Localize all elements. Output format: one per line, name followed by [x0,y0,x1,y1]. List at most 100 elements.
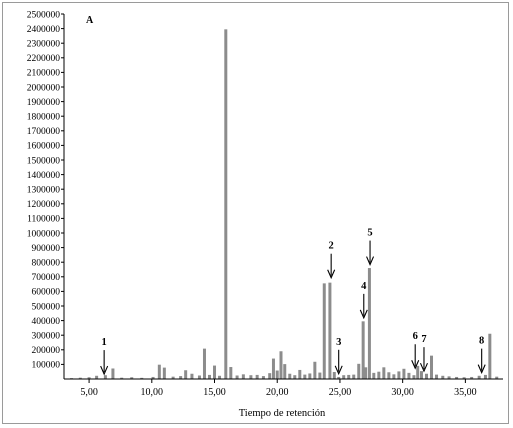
y-tick-label: 2100000 [27,69,61,79]
peak-bar [435,374,439,379]
peak-bar [402,368,406,379]
peak-bar [78,377,82,379]
annotation-arrow-head [477,364,486,374]
x-tick-label: 30,00 [391,387,414,398]
peak-bar [424,373,428,379]
y-tick-label: 1400000 [27,171,61,181]
peak-bar [213,365,217,379]
y-tick-label: 500000 [32,302,61,312]
peak-annotation: 5 [366,228,375,266]
peak-bar [87,377,91,379]
peak-bar [412,375,416,379]
annotation-label: 2 [329,241,334,252]
peak-bar [103,375,107,379]
y-tick-label: 1800000 [27,113,61,123]
y-tick-label: 1200000 [27,200,61,210]
peak-bar [171,376,175,379]
peak-bar [328,282,332,379]
peak-bar [342,375,346,379]
peak-bar [235,375,239,379]
peak-bar [372,372,376,379]
y-tick-label: 1600000 [27,142,61,152]
annotation-arrow-head [411,360,420,370]
peak-bar [111,368,115,379]
y-tick-label: 2400000 [27,25,61,35]
peak-bar [224,29,228,380]
peak-bar [462,377,466,379]
peak-bar [279,351,283,379]
peak-bar [261,376,265,379]
peak-bar [416,365,420,379]
x-tick-label: 10,00 [141,387,164,398]
y-tick-label: 200000 [32,346,61,356]
peak-bar [382,367,386,379]
peak-bar [157,364,161,379]
y-tick-label: 2200000 [27,54,61,64]
y-tick-label: 2300000 [27,40,61,50]
y-axis-ticks: 100000 200000 300000 400000 500000 600000 7000… [27,10,64,371]
peak-annotation: 2 [327,241,336,280]
peak-bar [392,374,396,379]
x-tick-label: 15,00 [203,387,226,398]
peak-bar [255,374,259,379]
y-tick-label: 1700000 [27,127,61,137]
y-tick-label: 400000 [32,317,61,327]
peak-annotation: 4 [359,281,368,320]
annotation-label: 4 [361,281,367,292]
y-tick-label: 1300000 [27,186,61,196]
peak-bar [308,373,312,379]
peak-bar [367,268,371,379]
y-tick-label: 1100000 [27,215,60,225]
peak-bar [95,375,99,379]
peak-bar [357,363,361,379]
peak-bar [488,333,492,379]
peak-bar [347,374,351,379]
peak-bar [184,370,188,379]
peak-bar [313,361,317,379]
chart-frame: 100000 200000 300000 400000 500000 600000 7000… [2,2,509,424]
peak-bar [495,376,499,379]
y-tick-label: 1900000 [27,98,61,108]
peak-bar [202,348,206,379]
peak-bar [179,376,183,379]
annotation-label: 5 [367,228,372,239]
peak-bar [207,374,211,379]
peak-bar [275,370,279,379]
x-tick-label: 25,00 [329,387,352,398]
peak-bar [151,376,155,379]
peak-bar [303,374,307,379]
peak-bar [288,373,292,379]
panel-label: A [86,15,94,26]
annotation-arrow-head [366,256,375,266]
peak-bar [318,372,322,379]
peak-bar [377,371,381,379]
peak-bar [352,374,356,379]
peak-bar [249,375,253,379]
peak-bar [407,372,411,379]
peak-bar [293,375,297,379]
y-tick-label: 100000 [32,361,61,371]
peak-bar [364,367,368,379]
peak-bar [337,376,341,379]
annotation-label: 1 [102,337,107,348]
annotation-label: 6 [413,331,418,342]
y-tick-label: 800000 [32,259,61,269]
annotation-label: 7 [421,334,426,345]
y-tick-label: 2000000 [27,83,61,93]
annotation-arrow-head [100,365,109,376]
peak-annotations: 1 2 3 4 5 6 7 8 [100,228,486,376]
x-axis-ticks: 5,00 10,00 15,00 20,00 25,00 30,00 35,00 [80,379,477,398]
peak-bar [190,373,194,379]
peak-annotation: 1 [100,337,109,376]
peak-bar [298,369,302,379]
peak-bar [120,377,124,379]
x-axis-label: Tiempo de retención [239,408,326,419]
annotation-arrow-head [359,309,368,320]
chromatogram-chart: 100000 200000 300000 400000 500000 600000 7000… [27,10,503,419]
peak-bar [387,372,391,379]
peak-bar [447,376,451,379]
annotation-arrow-head [334,365,343,376]
x-tick-label: 5,00 [80,387,98,398]
peak-bar [229,367,233,379]
peak-bar [419,371,423,379]
